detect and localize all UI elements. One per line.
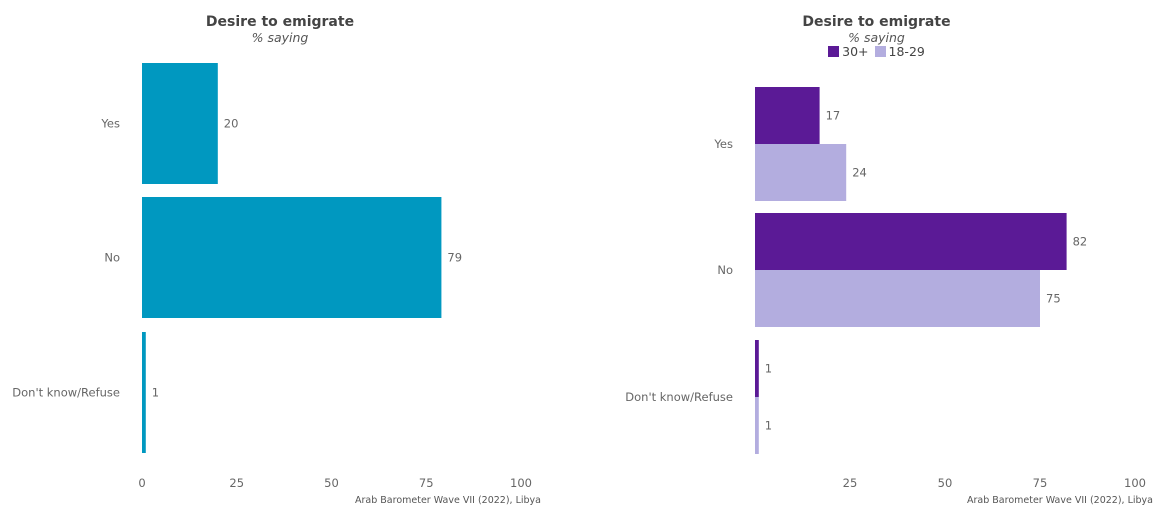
bar [142,63,218,184]
chart-left: Desire to emigrate % saying Yes 20 No 79 Don… [0,0,560,508]
bar [142,197,442,318]
data-label: 17 [826,109,841,123]
legend-label: 30+ [842,44,869,59]
x-tick-label: 25 [229,476,244,490]
data-label: 75 [1046,292,1061,306]
bar [755,144,847,201]
chart-title: Desire to emigrate [205,14,355,30]
x-tick-label: 50 [938,476,953,490]
category-label: No [104,251,120,265]
bar [755,213,1067,270]
bar [755,397,759,454]
x-tick-label: 25 [843,476,858,490]
x-tick-label: 50 [324,476,339,490]
data-label: 79 [447,251,462,265]
legend-label: 18-29 [888,44,925,59]
category-label: Don't know/Refuse [12,386,120,400]
data-label: 1 [765,362,772,376]
x-tick-label: 75 [419,476,434,490]
x-tick-label: 0 [138,476,145,490]
data-label: 1 [765,419,772,433]
legend-swatch [874,46,886,57]
data-label: 82 [1073,235,1088,249]
legend-swatch [828,46,840,57]
chart-title: Desire to emigrate [802,14,951,30]
source-caption: Arab Barometer Wave VII (2022), Libya [355,495,541,506]
source-caption: Arab Barometer Wave VII (2022), Libya [967,495,1153,506]
chart-right: Desire to emigrate % saying 30+ 18-29 Ye… [600,0,1153,508]
bar [142,332,146,453]
bar-chart-plot: Yes 20 No 79 Don't know/Refuse 1 0 25 50 75 100 [12,63,532,490]
category-label: Don't know/Refuse [625,390,733,404]
chart-subtitle: % saying [251,30,309,45]
legend-item-18-29: 18-29 [874,44,925,59]
legend: 30+ 18-29 [600,44,1153,59]
data-label: 24 [852,166,867,180]
data-label: 1 [152,386,159,400]
chart-subtitle: % saying [848,30,905,45]
category-label: Yes [100,117,120,131]
legend-item-30-plus: 30+ [828,44,869,59]
x-tick-label: 100 [1124,476,1146,490]
bar [755,340,759,397]
x-tick-label: 100 [510,476,532,490]
category-label: Yes [713,137,733,151]
x-tick-label: 75 [1033,476,1048,490]
grouped-bar-chart-plot: Yes 17 24 No 82 75 Don't know/Refuse 1 1 25 50 75 10… [625,87,1146,490]
bar [755,87,820,144]
category-label: No [717,263,733,277]
bar [755,270,1040,327]
data-label: 20 [224,117,239,131]
